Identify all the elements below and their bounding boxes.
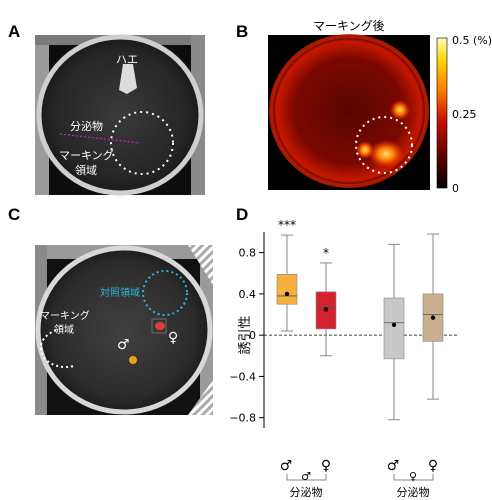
dish-rim-a	[36, 34, 204, 196]
fly-icon	[119, 64, 137, 94]
marking-area-circle	[110, 111, 174, 175]
fly-label: ハエ	[116, 53, 138, 66]
panel-a-label: A	[8, 22, 21, 41]
secretion-label: 分泌物	[70, 119, 103, 133]
marking-area-label-1: マーキング	[59, 148, 114, 162]
panel-b-label: B	[236, 22, 249, 41]
marking-area-label-2: 領域	[75, 163, 97, 177]
panel-c-label: C	[8, 205, 21, 224]
panel-d-label: D	[236, 205, 249, 224]
